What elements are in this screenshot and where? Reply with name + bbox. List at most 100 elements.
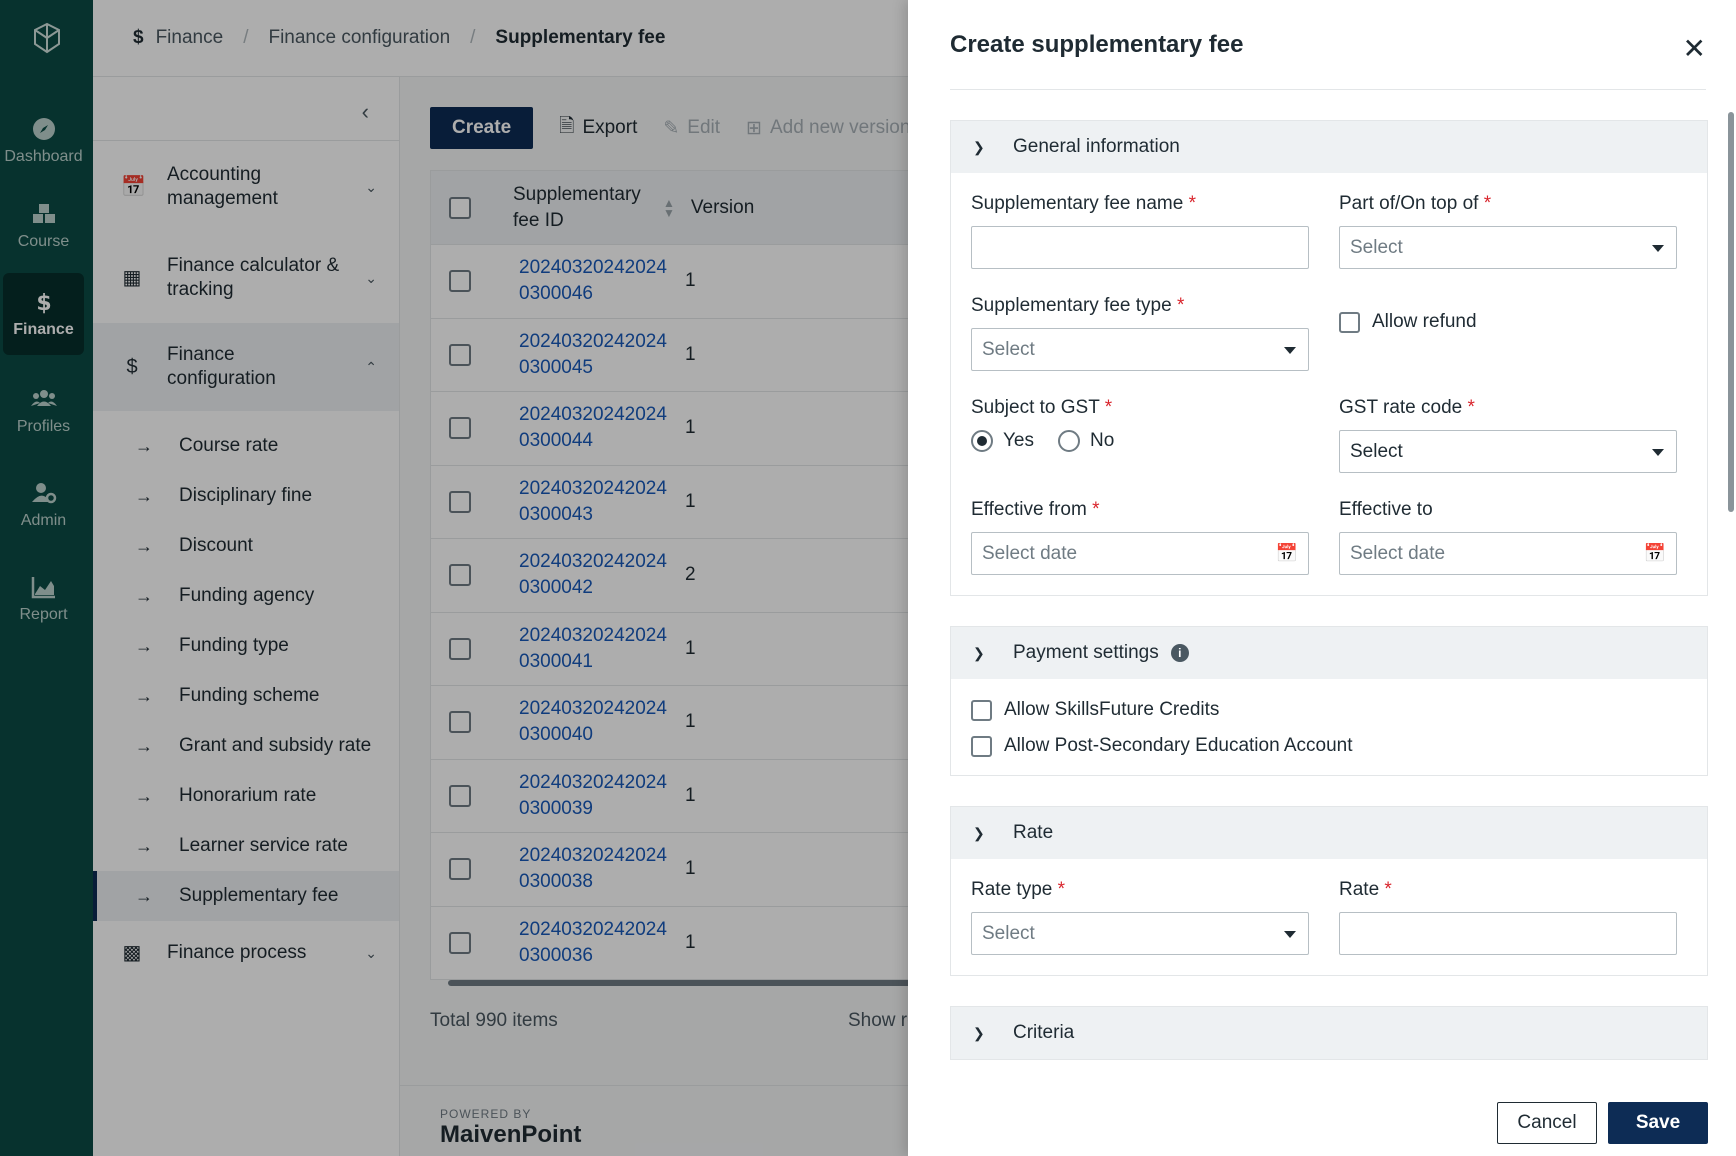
table-row[interactable]: 20240320242024 0300036 1 bbox=[431, 905, 949, 980]
create-button[interactable]: Create bbox=[430, 107, 534, 149]
scrollbar-thumb[interactable] bbox=[448, 980, 950, 986]
table-row[interactable]: 20240320242024 0300041 1 bbox=[431, 611, 949, 686]
nav-group-finance-process[interactable]: ▩ Finance process ⌄ bbox=[93, 921, 399, 985]
table-row[interactable]: 20240320242024 0300046 1 bbox=[431, 244, 949, 318]
table-row[interactable]: 20240320242024 0300039 1 bbox=[431, 758, 949, 833]
modal-overlay[interactable] bbox=[0, 0, 908, 1156]
nav-item-honorarium-rate[interactable]: → Honorarium rate bbox=[93, 771, 399, 821]
calendar-icon[interactable]: 📅 bbox=[1643, 543, 1666, 563]
row-checkbox[interactable] bbox=[449, 637, 471, 660]
save-button[interactable]: Save bbox=[1608, 1102, 1708, 1144]
column-header-id[interactable]: Supplementary fee ID bbox=[513, 183, 641, 231]
gst-rate-code-select[interactable]: Select bbox=[1339, 430, 1677, 473]
nav-item-funding-type[interactable]: → Funding type bbox=[93, 621, 399, 671]
fee-id-link[interactable]: 20240320242024 0300046 bbox=[519, 257, 667, 305]
nav-group-finance-configuration[interactable]: $ Finance configuration ⌃ bbox=[93, 323, 399, 411]
row-checkbox[interactable] bbox=[449, 343, 471, 366]
breadcrumb-item[interactable]: Finance bbox=[155, 27, 224, 48]
fee-id-link[interactable]: 20240320242024 0300044 bbox=[519, 404, 667, 452]
table-row[interactable]: 20240320242024 0300038 1 bbox=[431, 832, 949, 906]
gst-yes-radio[interactable]: Yes bbox=[971, 430, 1034, 452]
row-checkbox[interactable] bbox=[449, 858, 471, 881]
nav-item-grant-subsidy-rate[interactable]: → Grant and subsidy rate bbox=[93, 721, 399, 771]
row-checkbox[interactable] bbox=[449, 564, 471, 587]
part-of-select[interactable]: Select bbox=[1339, 226, 1677, 269]
table-row[interactable]: 20240320242024 0300043 1 bbox=[431, 464, 949, 539]
nav-item-supplementary-fee[interactable]: → Supplementary fee bbox=[93, 871, 399, 921]
row-checkbox[interactable] bbox=[449, 417, 471, 440]
row-checkbox[interactable] bbox=[449, 711, 471, 734]
fee-id-link[interactable]: 20240320242024 0300045 bbox=[519, 330, 667, 378]
row-checkbox[interactable] bbox=[449, 490, 471, 513]
table-row[interactable]: 20240320242024 0300044 1 bbox=[431, 391, 949, 465]
info-icon[interactable]: i bbox=[1170, 644, 1189, 662]
row-checkbox[interactable] bbox=[449, 931, 471, 954]
allow-skillsfuture-checkbox[interactable]: Allow SkillsFuture Credits bbox=[971, 699, 1687, 721]
nav-item-course-rate[interactable]: → Course rate bbox=[93, 421, 399, 471]
fee-id-link[interactable]: 20240320242024 0300040 bbox=[519, 698, 667, 746]
nav-item-funding-scheme[interactable]: → Funding scheme bbox=[93, 671, 399, 721]
table-row[interactable]: 20240320242024 0300045 1 bbox=[431, 317, 949, 392]
version-cell: 1 bbox=[685, 784, 696, 806]
checkbox[interactable] bbox=[1339, 311, 1360, 333]
checkbox-label: Allow SkillsFuture Credits bbox=[1004, 699, 1220, 720]
rate-input[interactable] bbox=[1339, 912, 1677, 955]
fee-id-link[interactable]: 20240320242024 0300038 bbox=[519, 845, 667, 893]
add-new-version-button[interactable]: ⊞ Add new version bbox=[746, 117, 910, 140]
checkbox[interactable] bbox=[971, 735, 992, 757]
horizontal-scrollbar[interactable] bbox=[430, 978, 950, 988]
arrow-right-icon: → bbox=[135, 785, 153, 806]
cancel-button[interactable]: Cancel bbox=[1497, 1102, 1597, 1144]
column-header-version[interactable]: Version bbox=[690, 196, 755, 218]
rail-item-report[interactable]: Report bbox=[3, 558, 84, 640]
allow-psea-checkbox[interactable]: Allow Post-Secondary Education Account bbox=[971, 735, 1687, 757]
nav-item-funding-agency[interactable]: → Funding agency bbox=[93, 571, 399, 621]
supplementary-fee-type-select[interactable]: Select bbox=[971, 328, 1309, 371]
arrow-right-icon: → bbox=[135, 435, 153, 456]
collapse-nav-icon[interactable]: ‹ bbox=[361, 99, 369, 124]
section-header[interactable]: ❯ General information bbox=[951, 121, 1707, 173]
close-icon[interactable]: ✕ bbox=[1682, 33, 1706, 64]
fee-id-link[interactable]: 20240320242024 0300041 bbox=[519, 624, 667, 672]
nav-group-finance-calculator[interactable]: ▦ Finance calculator & tracking ⌄ bbox=[93, 232, 399, 323]
rail-item-admin[interactable]: Admin bbox=[3, 464, 84, 546]
arrow-right-icon: → bbox=[135, 585, 153, 606]
select-all-checkbox[interactable] bbox=[449, 196, 471, 219]
gst-no-radio[interactable]: No bbox=[1058, 430, 1114, 452]
radio-button[interactable] bbox=[1058, 430, 1080, 452]
effective-to-datepicker[interactable]: Select date 📅 bbox=[1339, 532, 1677, 575]
calendar-icon[interactable]: 📅 bbox=[1275, 543, 1298, 563]
section-header[interactable]: ❯ Rate bbox=[951, 807, 1707, 859]
nav-item-discount[interactable]: → Discount bbox=[93, 521, 399, 571]
rate-type-select[interactable]: Select bbox=[971, 912, 1309, 955]
row-checkbox[interactable] bbox=[449, 270, 471, 293]
fee-id-link[interactable]: 20240320242024 0300039 bbox=[519, 771, 667, 819]
scrollbar-thumb[interactable] bbox=[1728, 112, 1734, 512]
nav-item-disciplinary-fine[interactable]: → Disciplinary fine bbox=[93, 471, 399, 521]
table-row[interactable]: 20240320242024 0300040 1 bbox=[431, 685, 949, 759]
section-header[interactable]: ❯ Payment settings i bbox=[951, 627, 1707, 679]
export-button[interactable]: 🗎 Export bbox=[559, 112, 637, 144]
fee-id-link[interactable]: 20240320242024 0300042 bbox=[519, 551, 667, 599]
row-checkbox[interactable] bbox=[449, 784, 471, 807]
supplementary-fee-name-input[interactable] bbox=[971, 226, 1309, 269]
table-row[interactable]: 20240320242024 0300042 2 bbox=[431, 538, 949, 612]
edit-button[interactable]: ✎ Edit bbox=[663, 117, 720, 140]
rail-item-profiles[interactable]: Profiles bbox=[3, 370, 84, 452]
rail-item-dashboard[interactable]: Dashboard bbox=[3, 100, 84, 182]
breadcrumb-item[interactable]: Finance configuration bbox=[268, 27, 451, 48]
allow-refund-checkbox[interactable]: Allow refund bbox=[1339, 311, 1677, 333]
rail-item-finance[interactable]: $ Finance bbox=[3, 273, 84, 355]
fee-id-link[interactable]: 20240320242024 0300036 bbox=[519, 918, 667, 966]
vertical-scrollbar[interactable] bbox=[1726, 100, 1736, 1078]
section-header[interactable]: ❯ Criteria bbox=[951, 1007, 1707, 1059]
nav-item-learner-service-rate[interactable]: → Learner service rate bbox=[93, 821, 399, 871]
app-logo-icon[interactable] bbox=[27, 18, 67, 58]
nav-group-accounting-management[interactable]: 📅 Accounting management ⌄ bbox=[93, 141, 399, 232]
effective-from-datepicker[interactable]: Select date 📅 bbox=[971, 532, 1309, 575]
sort-icon[interactable]: ▲ ▼ bbox=[663, 195, 675, 220]
rail-item-course[interactable]: Course bbox=[3, 185, 84, 267]
radio-button[interactable] bbox=[971, 430, 993, 452]
fee-id-link[interactable]: 20240320242024 0300043 bbox=[519, 477, 667, 525]
checkbox[interactable] bbox=[971, 699, 992, 721]
